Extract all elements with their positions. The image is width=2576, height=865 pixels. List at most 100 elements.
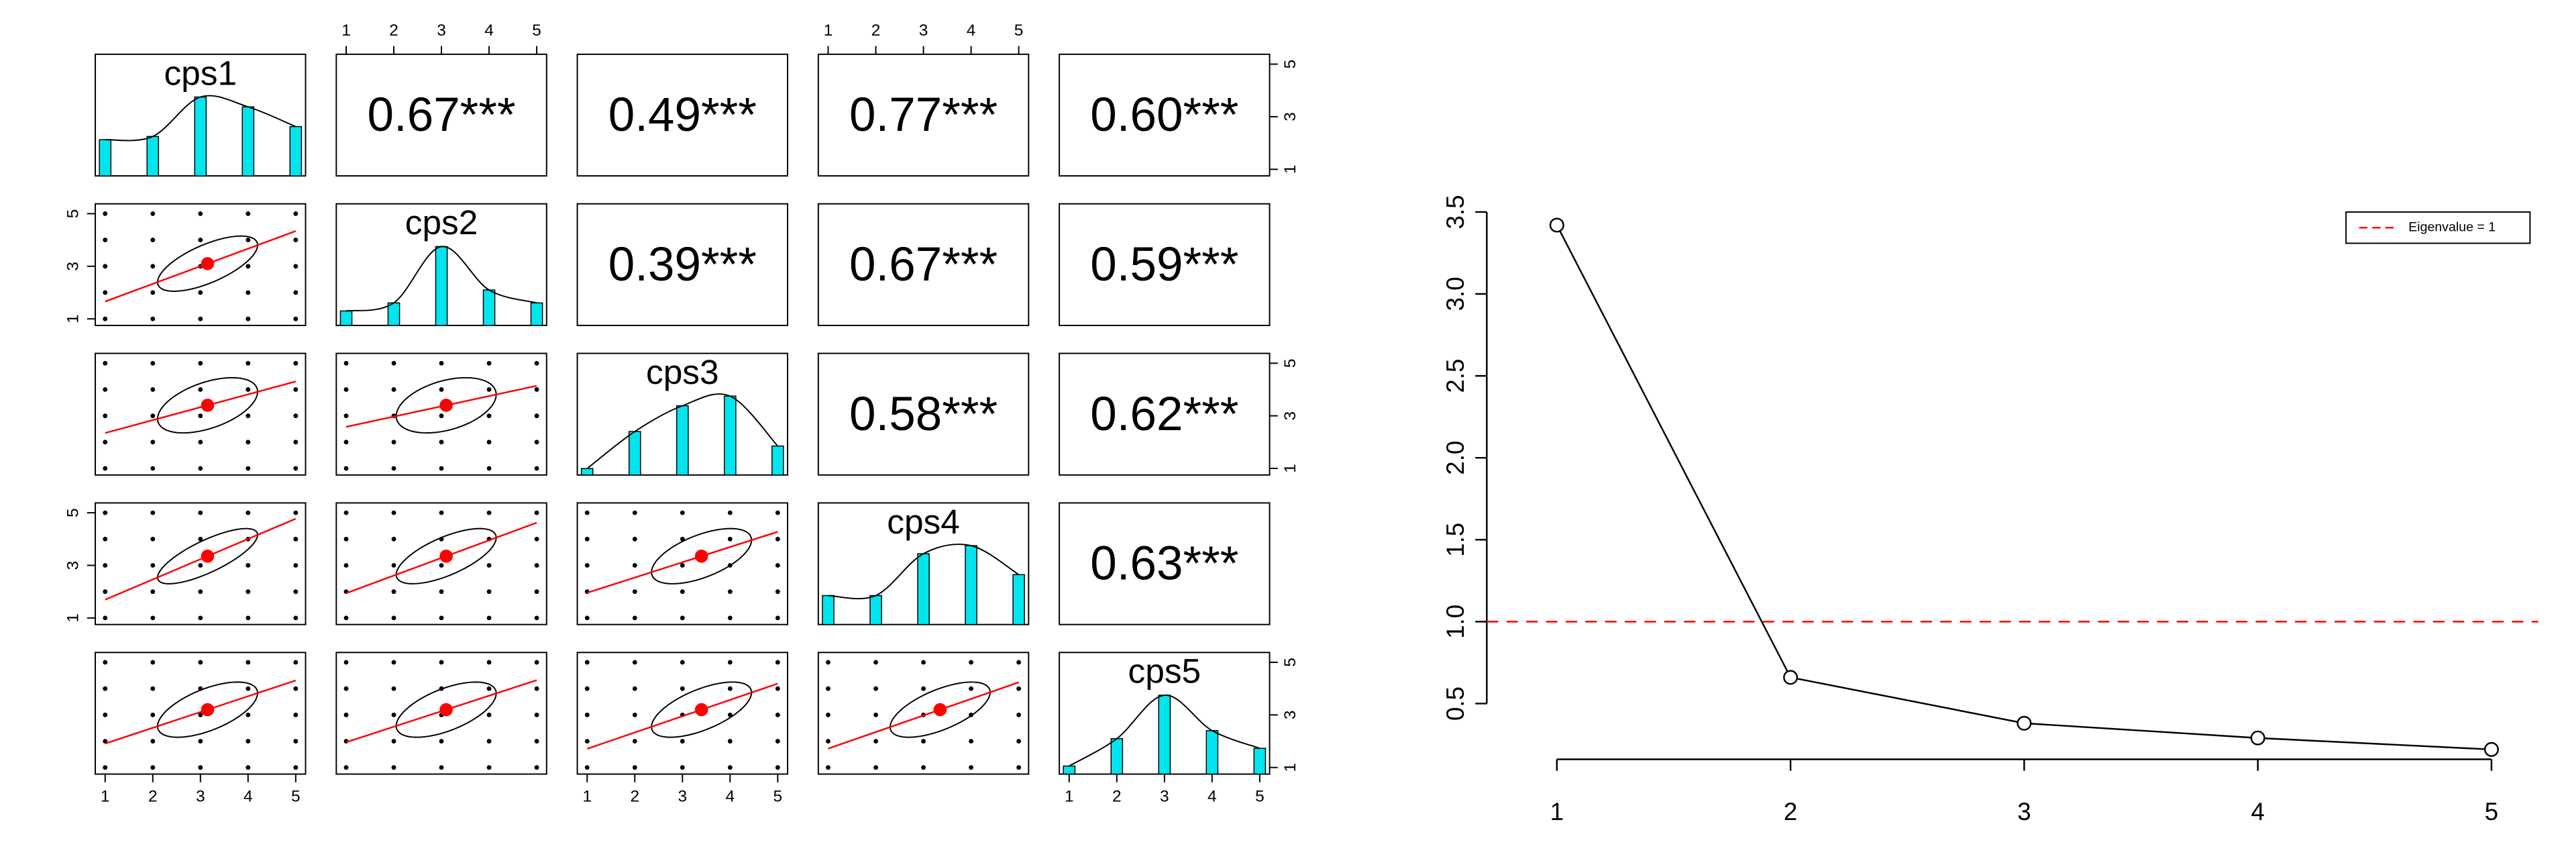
- scatter-point: [343, 440, 349, 445]
- x-tick-label: 3: [196, 787, 205, 805]
- scatter-point: [439, 589, 444, 595]
- scatter-point: [439, 387, 444, 392]
- scatter-point: [439, 615, 444, 621]
- scatter-point: [534, 536, 539, 542]
- correlation-ellipse: [395, 681, 497, 738]
- scatter-point: [584, 660, 590, 665]
- y-tick-label: 1: [1281, 763, 1299, 772]
- scatter-point: [198, 387, 203, 392]
- x-tick-label: 1: [582, 787, 592, 805]
- scatter-point: [150, 765, 156, 770]
- scatter-point: [632, 563, 637, 568]
- histogram-bar: [146, 136, 160, 176]
- scatter-point: [775, 686, 780, 691]
- scatter-point: [391, 765, 396, 770]
- scatter-point: [826, 765, 830, 770]
- scatter-point: [391, 466, 396, 471]
- scatter-point: [775, 712, 780, 717]
- scatter-point: [246, 211, 251, 216]
- x-tick-label: 1: [341, 21, 351, 40]
- scatter-point: [486, 739, 492, 744]
- scatter-point: [246, 686, 251, 691]
- scatter-point: [775, 615, 780, 621]
- y-tick-label: 5: [64, 209, 83, 219]
- scatter-point: [486, 510, 492, 515]
- x-tick-label: 4: [967, 21, 976, 40]
- mean-point: [694, 549, 708, 563]
- scatter-point: [343, 765, 349, 770]
- scatter-point: [246, 765, 251, 770]
- x-tick-label: 3: [1160, 787, 1169, 805]
- scatter-point: [198, 765, 203, 770]
- scatter-point: [246, 510, 251, 515]
- scatter-point: [680, 660, 685, 665]
- scatter-point: [486, 413, 492, 419]
- scatter-point: [150, 238, 156, 243]
- scree-point: [2483, 742, 2500, 757]
- scatter-point: [534, 712, 539, 717]
- scatter-point: [439, 466, 444, 471]
- scatter-point: [198, 316, 203, 321]
- x-tick-label: 1: [101, 787, 110, 805]
- scatter-point: [103, 387, 108, 392]
- scatter-point: [727, 589, 733, 595]
- mean-point: [201, 703, 215, 717]
- y-tick-label: 1: [64, 613, 83, 623]
- scatter-point: [391, 589, 396, 595]
- y-tick-label: 5: [1281, 60, 1299, 69]
- histogram-bar: [482, 289, 496, 326]
- correlation-ellipse: [395, 376, 497, 434]
- correlation-label: 0.60***: [1090, 89, 1238, 142]
- panel-frame: [335, 352, 547, 476]
- scatter-point: [103, 238, 108, 243]
- scatter-point: [150, 440, 156, 445]
- x-tick-label: 5: [1255, 787, 1265, 805]
- x-tick-label: 3: [437, 21, 446, 40]
- scatter-point: [246, 440, 251, 445]
- scatter-point: [727, 660, 733, 665]
- scatter-point: [584, 536, 590, 542]
- scatter-point: [534, 615, 539, 621]
- scatter-point: [632, 739, 637, 744]
- scatter-point: [103, 316, 108, 321]
- scatter-point: [391, 563, 396, 568]
- scatter-point: [293, 360, 299, 366]
- scatter-point: [198, 739, 203, 744]
- x-tick-label: 3: [919, 21, 928, 40]
- scatter-point: [439, 360, 444, 366]
- scatter-point: [343, 510, 349, 515]
- scatter-point: [727, 765, 733, 770]
- scatter-point: [198, 211, 203, 216]
- scatter-point: [391, 660, 396, 665]
- histogram-bar: [241, 106, 255, 176]
- histogram-bar: [1063, 765, 1076, 775]
- scatter-point: [246, 316, 251, 321]
- histogram-bar: [99, 139, 112, 176]
- scatter-point: [775, 660, 780, 665]
- panel-frame: [1059, 203, 1271, 326]
- density-curve: [828, 544, 1020, 600]
- scatter-point: [103, 563, 108, 568]
- scatter-point: [632, 712, 637, 717]
- scatter-point: [873, 765, 878, 770]
- scatter-point: [150, 413, 156, 419]
- y-tick-label: 5: [1281, 358, 1299, 368]
- x-tick-label: 5: [773, 787, 783, 805]
- scatter-point: [584, 712, 590, 717]
- scatter-point: [150, 316, 156, 321]
- legend-label: Eigenvalue = 1: [2408, 219, 2496, 234]
- scatter-point: [343, 563, 349, 568]
- correlation-ellipse: [156, 235, 258, 292]
- panel-frame: [95, 352, 307, 476]
- scatter-point: [632, 510, 637, 515]
- scatter-point: [103, 712, 108, 717]
- scatter-point: [150, 510, 156, 515]
- correlation-label: 0.58***: [849, 388, 998, 441]
- scatter-point: [775, 739, 780, 744]
- x-tick-label: 5: [1014, 21, 1024, 40]
- scatter-point: [293, 440, 299, 445]
- scatter-point: [103, 686, 108, 691]
- scatter-point: [486, 466, 492, 471]
- scatter-point: [293, 739, 299, 744]
